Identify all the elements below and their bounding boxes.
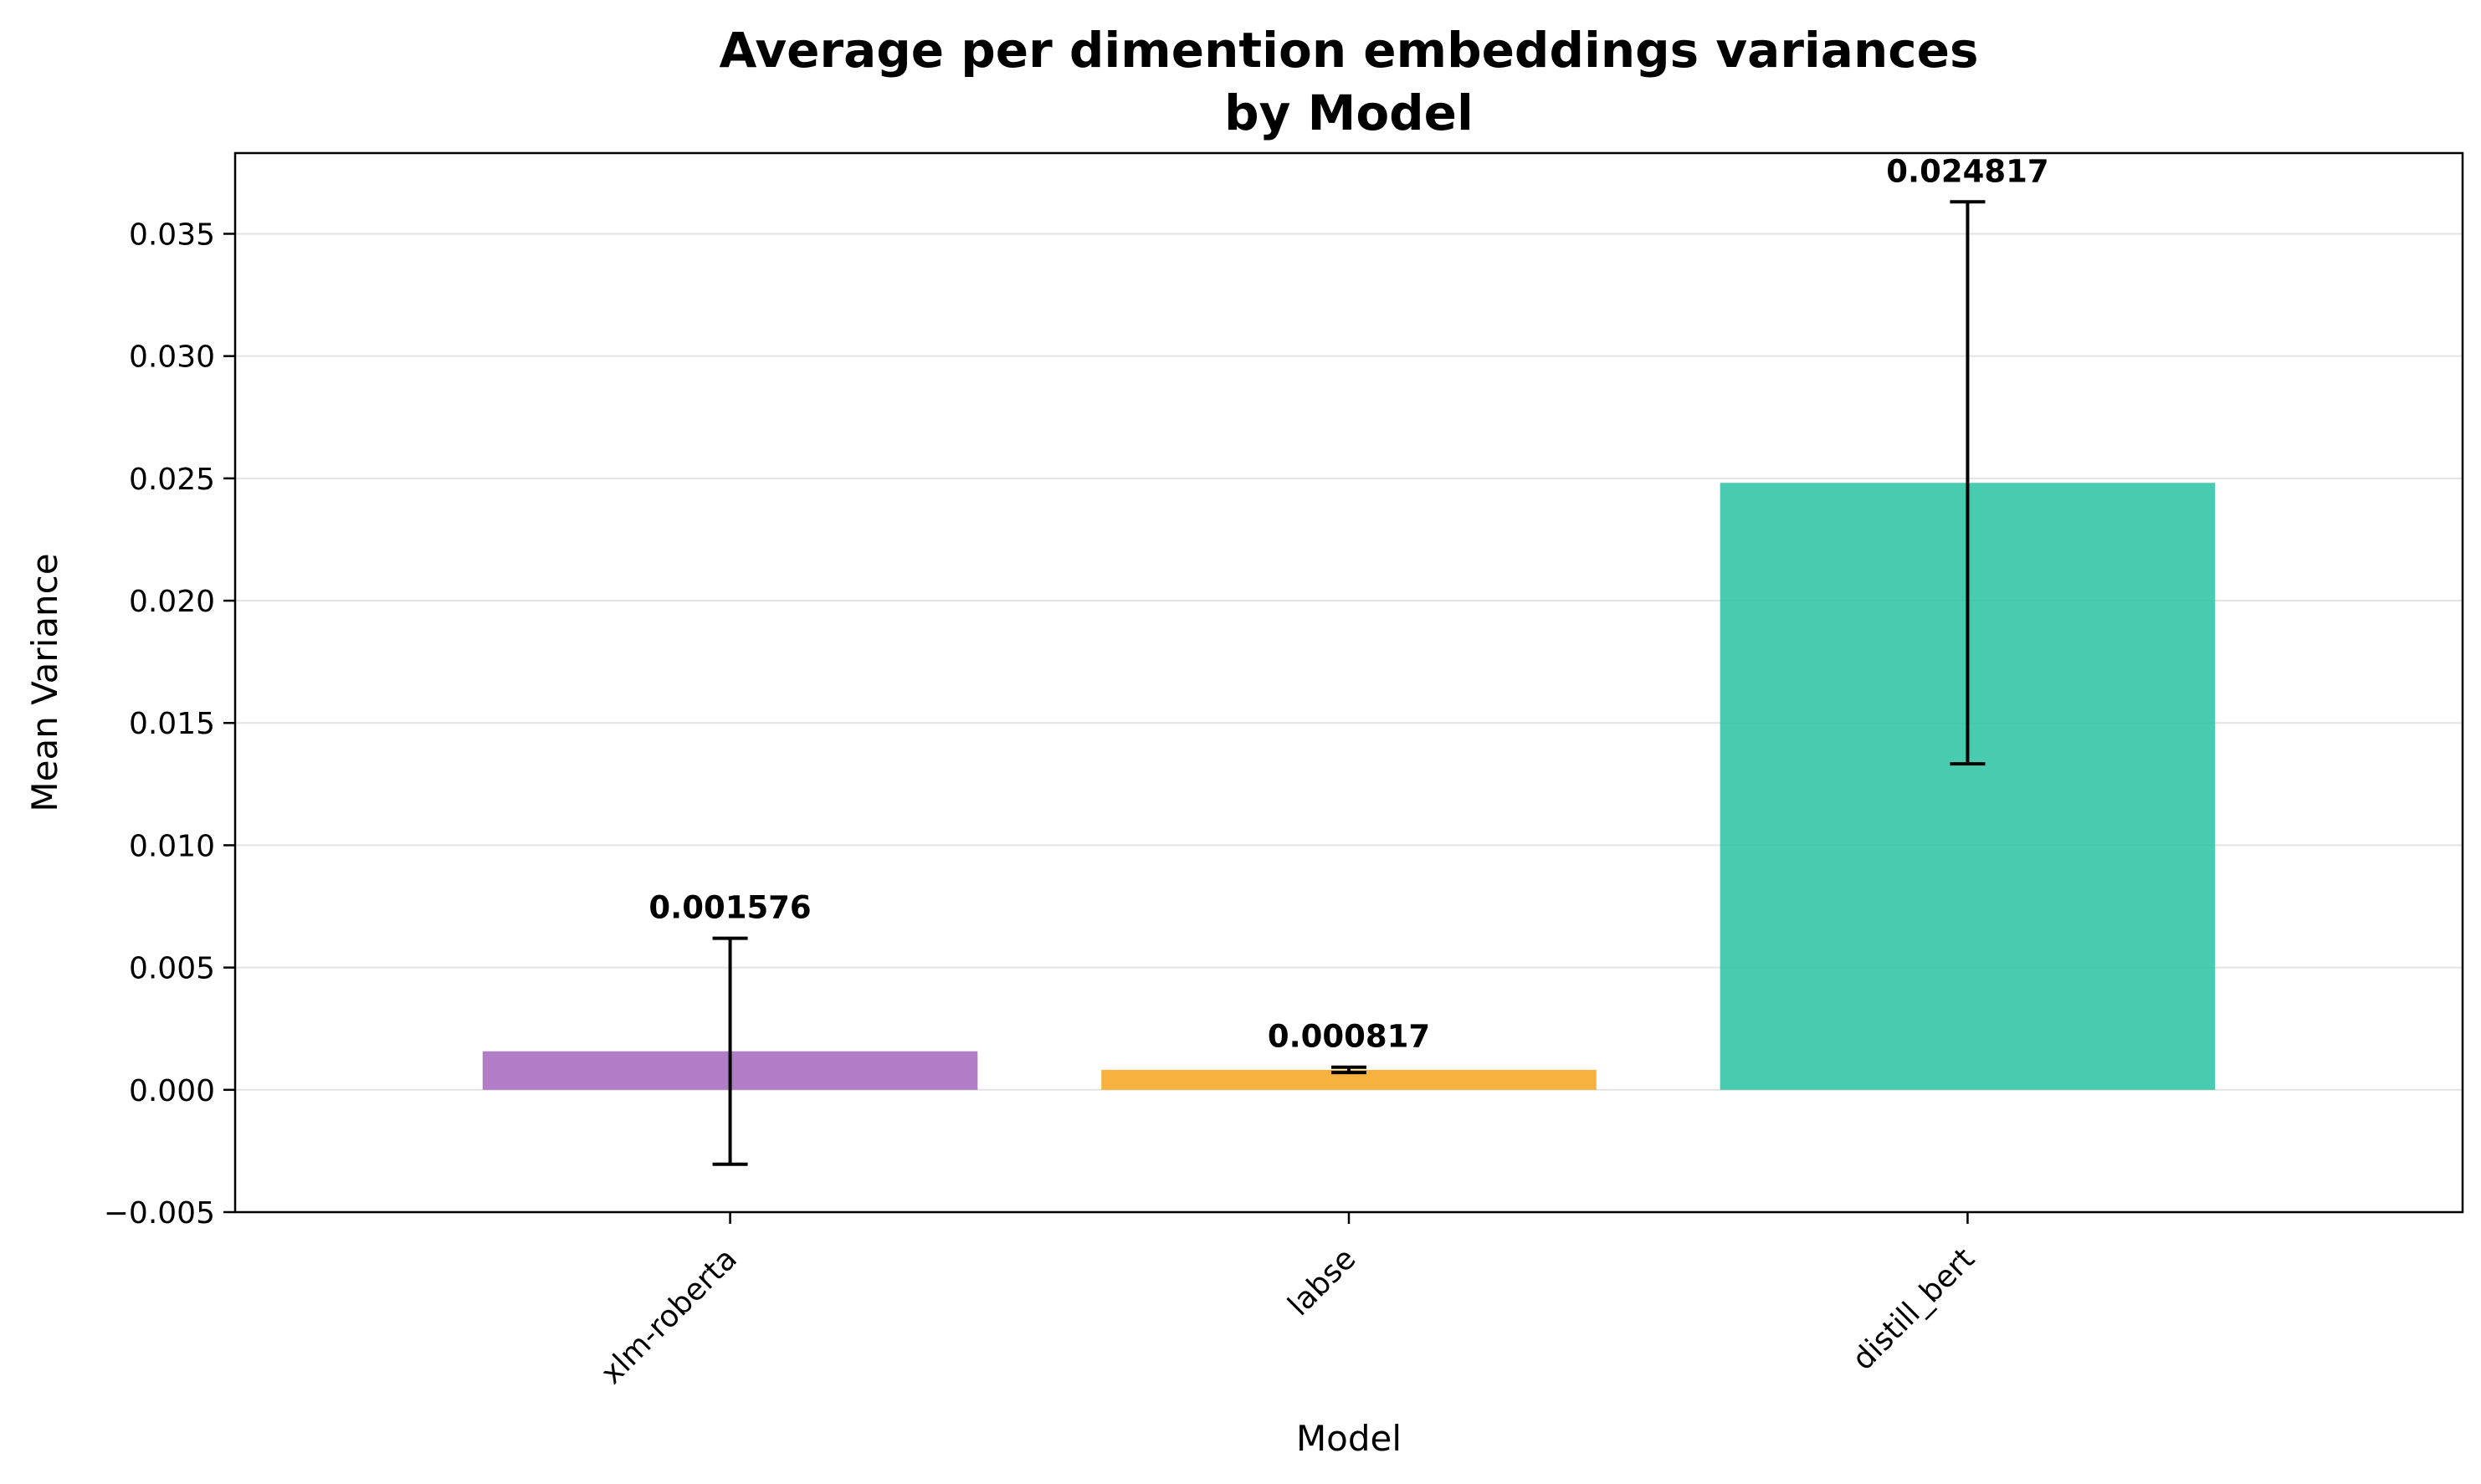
x-tick-label: xlm-roberta bbox=[594, 1241, 743, 1390]
error-bar-xlm-roberta bbox=[712, 936, 748, 1166]
x-axis-label: Model bbox=[1296, 1418, 1402, 1459]
x-tick-label: distill_bert bbox=[1846, 1241, 1981, 1377]
y-tick-label: 0.015 bbox=[129, 707, 215, 741]
value-label: 0.024817 bbox=[1886, 153, 2048, 189]
y-tick-label: 0.035 bbox=[129, 217, 215, 252]
value-label: 0.000817 bbox=[1268, 1019, 1430, 1055]
value-label: 0.001576 bbox=[648, 890, 811, 926]
bar-labse bbox=[1101, 1069, 1597, 1090]
y-tick-label: −0.005 bbox=[104, 1196, 215, 1231]
y-tick-label: 0.020 bbox=[129, 585, 215, 619]
error-bar-distill_bert bbox=[1950, 200, 1986, 766]
chart-title-line-1: Average per dimention embeddings varianc… bbox=[720, 22, 1979, 79]
gridlines bbox=[235, 233, 2463, 1213]
value-labels: 0.001576 0.000817 0.024817 bbox=[648, 153, 2048, 1054]
x-axis-ticks: xlm-roberta labse distill_bert bbox=[594, 1212, 1981, 1391]
chart-title-line-2: by Model bbox=[1224, 84, 1474, 141]
y-tick-label: 0.010 bbox=[129, 829, 215, 863]
y-axis-label: Mean Variance bbox=[24, 553, 65, 811]
y-tick-label: 0.000 bbox=[129, 1074, 215, 1108]
bars bbox=[482, 483, 2216, 1090]
y-tick-label: 0.030 bbox=[129, 340, 215, 375]
y-tick-label: 0.025 bbox=[129, 463, 215, 497]
y-axis-ticks: −0.005 0.000 0.005 0.010 0.015 0.020 0.025 0.03… bbox=[104, 217, 235, 1231]
error-bars bbox=[712, 200, 1986, 1166]
error-bar-labse bbox=[1331, 1065, 1366, 1075]
y-tick-label: 0.005 bbox=[129, 952, 215, 986]
x-tick-label: labse bbox=[1282, 1241, 1363, 1323]
